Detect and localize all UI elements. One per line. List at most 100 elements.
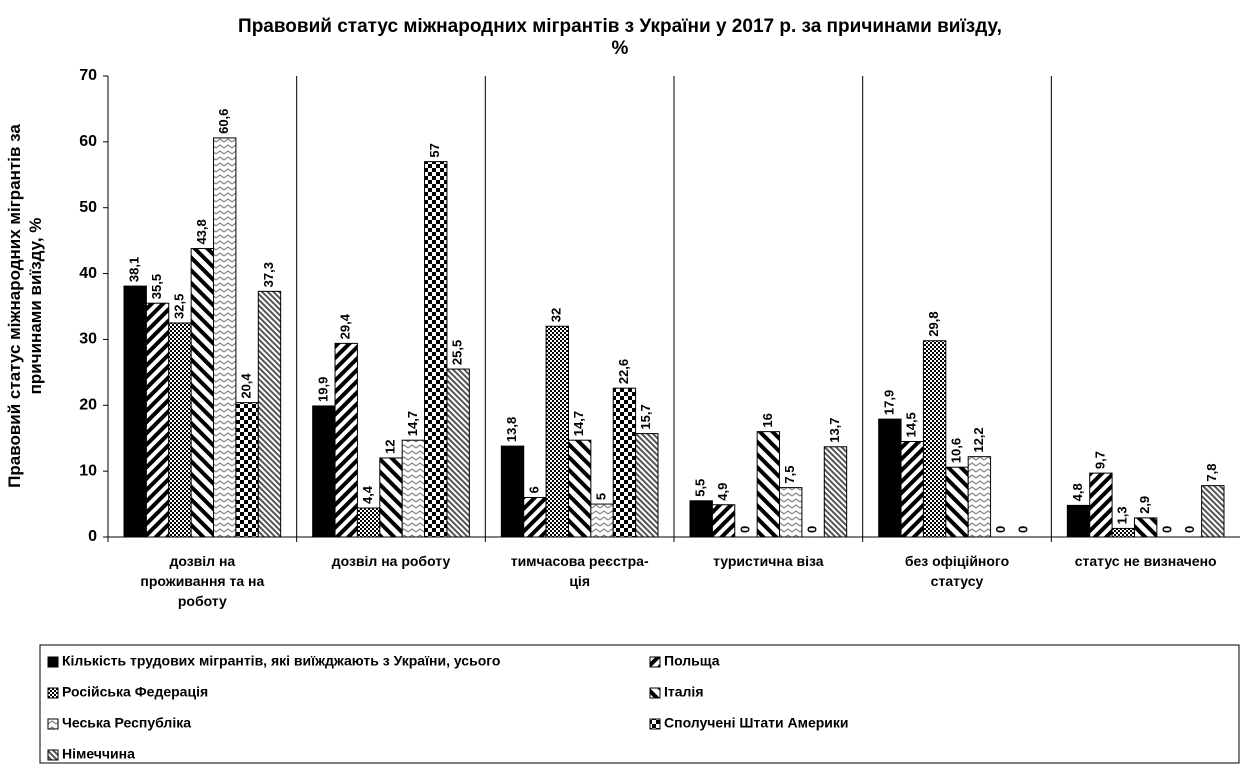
bar <box>900 441 924 538</box>
value-label: 14,7 <box>571 411 586 436</box>
legend-swatch <box>47 687 59 699</box>
value-label: 35,5 <box>149 274 164 299</box>
value-label: 60,6 <box>216 109 231 134</box>
bar <box>257 290 282 538</box>
chart-title: Правовий статус міжнародних мігрантів з … <box>238 16 1002 59</box>
bar <box>1111 527 1135 538</box>
value-label: 4,8 <box>1070 483 1085 501</box>
x-tick-label: дозвіл на проживання та на роботу <box>140 553 264 609</box>
value-label: 13,7 <box>827 417 842 442</box>
legend-swatch <box>649 687 661 699</box>
bar <box>123 285 147 538</box>
bar <box>1089 472 1113 538</box>
bar <box>756 431 781 538</box>
y-tick-label: 50 <box>79 199 97 216</box>
value-label: 14,7 <box>405 411 420 436</box>
bar <box>356 507 381 538</box>
legend-label: Кількість трудових мігрантів, які виїждж… <box>62 653 500 669</box>
bar <box>1133 517 1158 538</box>
value-label: 4,4 <box>360 485 375 504</box>
value-label: 12,2 <box>971 427 986 452</box>
bar <box>1201 485 1225 538</box>
value-label: 29,8 <box>926 311 941 336</box>
bar <box>379 457 403 538</box>
bar <box>446 368 470 538</box>
y-tick-label: 10 <box>79 462 97 479</box>
bar <box>1066 504 1091 538</box>
bar <box>590 503 614 538</box>
x-tick-label: статус не визначено <box>1075 553 1217 569</box>
legend-label: Російська Федерація <box>62 684 208 700</box>
value-label: 22,6 <box>616 359 631 384</box>
bar <box>500 445 525 538</box>
legend-label: Польща <box>664 653 720 669</box>
value-label: 43,8 <box>194 219 209 244</box>
x-tick-label: дозвіл на роботу <box>332 553 451 569</box>
value-label: 10,6 <box>948 438 963 463</box>
value-label: 32,5 <box>171 294 186 319</box>
bar <box>878 418 902 538</box>
y-tick-label: 20 <box>79 397 97 414</box>
value-label: 29,4 <box>338 313 353 339</box>
bar <box>235 402 259 538</box>
value-label: 0 <box>737 526 752 533</box>
value-label: 13,8 <box>504 417 519 442</box>
value-label: 12 <box>382 440 397 454</box>
value-label: 5 <box>593 493 608 500</box>
legend-swatch <box>47 749 59 761</box>
x-tick-label: туристична віза <box>713 553 824 569</box>
legend-swatch <box>649 718 661 730</box>
x-tick-label: без офіційного статусу <box>905 553 1009 589</box>
value-label: 57 <box>427 143 442 157</box>
value-label: 4,9 <box>715 483 730 501</box>
value-label: 19,9 <box>315 377 330 402</box>
value-label: 17,9 <box>881 390 896 415</box>
bar <box>190 248 215 538</box>
bar <box>967 456 992 538</box>
bar <box>145 302 170 538</box>
value-label: 0 <box>1182 526 1197 533</box>
bar <box>945 466 969 538</box>
bar <box>779 487 803 538</box>
legend-label: Німеччина <box>62 746 135 762</box>
value-label: 9,7 <box>1092 451 1107 469</box>
bar <box>424 161 448 538</box>
value-label: 6 <box>526 486 541 493</box>
value-label: 25,5 <box>450 340 465 365</box>
bar <box>168 322 192 538</box>
value-label: 32 <box>549 308 564 322</box>
bar <box>567 439 592 538</box>
value-label: 2,9 <box>1137 496 1152 514</box>
bar <box>545 325 569 538</box>
value-label: 5,5 <box>693 479 708 497</box>
bar <box>711 504 736 538</box>
y-tick-label: 0 <box>88 528 97 545</box>
value-label: 0 <box>993 526 1008 533</box>
bar <box>401 439 426 538</box>
bar <box>612 387 637 538</box>
legend-label: Чеська Республіка <box>62 715 191 731</box>
y-tick-label: 70 <box>79 67 97 84</box>
value-label: 38,1 <box>127 257 142 282</box>
value-label: 1,3 <box>1115 506 1130 524</box>
bar <box>922 340 947 538</box>
value-label: 7,5 <box>782 466 797 484</box>
legend-box <box>39 644 1240 764</box>
legend-swatch <box>649 656 661 668</box>
bar <box>689 500 713 538</box>
value-label: 7,8 <box>1204 464 1219 482</box>
y-tick-label: 40 <box>79 265 97 282</box>
x-tick-label: тимчасова реєстра-ція <box>511 553 649 589</box>
value-label: 15,7 <box>638 404 653 429</box>
value-label: 37,3 <box>261 262 276 287</box>
bar <box>334 342 358 538</box>
y-tick-label: 60 <box>79 133 97 150</box>
legend-label: Сполучені Штати Америки <box>664 715 849 731</box>
y-axis-label: Правовий статус міжнародних мігрантів за… <box>5 124 45 488</box>
value-label: 14,5 <box>904 412 919 437</box>
legend-swatch <box>47 718 59 730</box>
bar <box>312 405 336 538</box>
value-label: 16 <box>760 413 775 427</box>
value-label: 0 <box>805 526 820 533</box>
